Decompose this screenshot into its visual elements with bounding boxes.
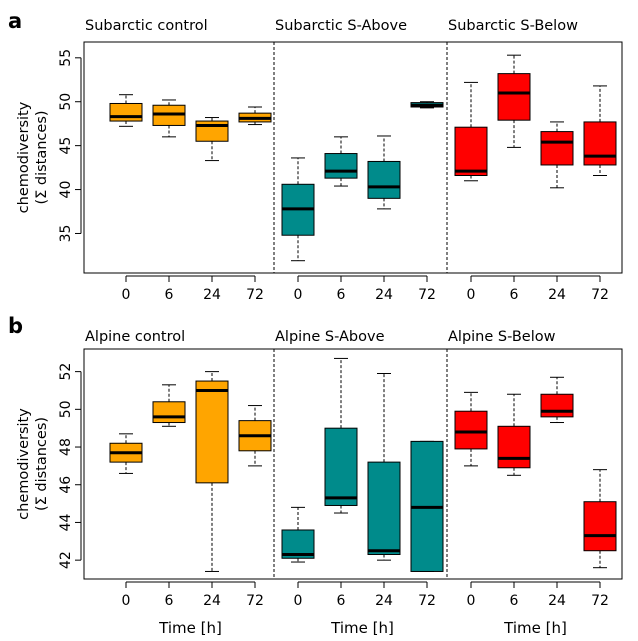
box-0-0 bbox=[109, 94, 143, 127]
x-tick-label-2-0: 0 bbox=[467, 593, 476, 609]
box-0-1 bbox=[152, 99, 186, 138]
y-axis-label: chemodiversity (Σ distances) bbox=[16, 408, 50, 520]
y-tick-label-50: 50 bbox=[58, 93, 74, 111]
y-tick-label-42: 42 bbox=[58, 551, 74, 569]
panel-label-b: b bbox=[8, 314, 23, 338]
x-tick-label-2-1: 6 bbox=[510, 593, 519, 609]
box-0-3 bbox=[238, 106, 272, 126]
x-axis-label-0: Time [h] bbox=[158, 619, 222, 637]
box-2-3 bbox=[583, 85, 617, 177]
box-iqr bbox=[152, 401, 186, 424]
box-2-1 bbox=[497, 54, 531, 148]
y-tick-label-40: 40 bbox=[58, 181, 74, 199]
x-tick-label-1-0: 0 bbox=[294, 287, 303, 303]
x-tick-label-0-0: 0 bbox=[122, 287, 131, 303]
x-tick-label-2-3: 72 bbox=[591, 287, 609, 303]
x-tick-label-1-0: 0 bbox=[294, 593, 303, 609]
plot-frame bbox=[83, 348, 623, 580]
x-tick-label-2-2: 24 bbox=[548, 287, 566, 303]
x-axis-label-2: Time [h] bbox=[503, 619, 567, 637]
y-axis-label: chemodiversity (Σ distances) bbox=[16, 101, 50, 213]
box-2-3 bbox=[583, 469, 617, 569]
y-tick-label-45: 45 bbox=[58, 137, 74, 155]
box-1-0 bbox=[281, 506, 315, 563]
box-0-3 bbox=[238, 405, 272, 467]
y-tick-label-46: 46 bbox=[58, 476, 74, 494]
box-iqr bbox=[324, 153, 358, 179]
box-iqr bbox=[497, 425, 531, 469]
box-iqr bbox=[367, 461, 401, 555]
x-axis-label-1: Time [h] bbox=[330, 619, 394, 637]
box-iqr bbox=[454, 126, 488, 177]
box-1-1 bbox=[324, 136, 358, 187]
x-tick-label-2-0: 0 bbox=[467, 287, 476, 303]
y-tick-label-35: 35 bbox=[58, 225, 74, 243]
x-tick-label-0-3: 72 bbox=[246, 593, 264, 609]
box-2-0 bbox=[454, 391, 488, 467]
x-tick-label-2-2: 24 bbox=[548, 593, 566, 609]
box-2-0 bbox=[454, 81, 488, 182]
panel-label-a: a bbox=[8, 9, 22, 33]
y-axis-label-line-1: (Σ distances) bbox=[34, 417, 50, 511]
x-tick-label-1-3: 72 bbox=[418, 287, 436, 303]
group-title-1: Alpine S-Above bbox=[275, 329, 385, 345]
box-iqr bbox=[324, 427, 358, 506]
box-0-0 bbox=[109, 433, 143, 474]
y-axis-label-line-0: chemodiversity bbox=[16, 408, 32, 520]
x-tick-label-1-3: 72 bbox=[418, 593, 436, 609]
group-title-0: Alpine control bbox=[85, 329, 185, 345]
box-iqr bbox=[583, 121, 617, 166]
x-tick-label-0-3: 72 bbox=[246, 287, 264, 303]
box-1-1 bbox=[324, 357, 358, 514]
x-tick-label-0-0: 0 bbox=[122, 593, 131, 609]
box-2-1 bbox=[497, 393, 531, 476]
x-tick-label-1-1: 6 bbox=[337, 287, 346, 303]
box-0-2 bbox=[195, 371, 229, 572]
box-1-3 bbox=[410, 101, 444, 109]
box-iqr bbox=[497, 73, 531, 121]
box-1-2 bbox=[367, 373, 401, 561]
box-iqr bbox=[454, 410, 488, 450]
y-axis-label-line-0: chemodiversity bbox=[16, 101, 32, 213]
box-1-3 bbox=[410, 440, 444, 572]
box-2-2 bbox=[540, 121, 574, 189]
group-title-1: Subarctic S-Above bbox=[275, 18, 407, 34]
box-1-2 bbox=[367, 135, 401, 210]
box-iqr bbox=[583, 501, 617, 552]
box-iqr bbox=[195, 380, 229, 484]
x-tick-label-0-1: 6 bbox=[165, 287, 174, 303]
y-tick-label-50: 50 bbox=[58, 400, 74, 418]
x-tick-label-1-2: 24 bbox=[375, 593, 393, 609]
group-title-2: Subarctic S-Below bbox=[448, 18, 578, 34]
x-tick-label-1-1: 6 bbox=[337, 593, 346, 609]
x-tick-label-0-2: 24 bbox=[203, 287, 221, 303]
x-tick-label-0-1: 6 bbox=[165, 593, 174, 609]
box-iqr bbox=[540, 131, 574, 166]
y-tick-label-52: 52 bbox=[58, 363, 74, 381]
y-tick-label-55: 55 bbox=[58, 49, 74, 67]
box-iqr bbox=[109, 102, 143, 122]
panel-a: 35 40 45 50 55 chemodiversity (Σ distances) Sub… bbox=[16, 18, 623, 303]
box-2-2 bbox=[540, 376, 574, 424]
box-iqr bbox=[367, 160, 401, 199]
box-iqr bbox=[540, 393, 574, 418]
box-1-0 bbox=[281, 157, 315, 262]
x-tick-label-0-2: 24 bbox=[203, 593, 221, 609]
box-0-2 bbox=[195, 117, 229, 162]
x-tick-label-2-3: 72 bbox=[591, 593, 609, 609]
y-axis-label-line-1: (Σ distances) bbox=[34, 110, 50, 204]
group-title-0: Subarctic control bbox=[85, 18, 208, 34]
y-tick-label-48: 48 bbox=[58, 438, 74, 456]
y-tick-label-44: 44 bbox=[58, 513, 74, 531]
x-tick-label-1-2: 24 bbox=[375, 287, 393, 303]
x-tick-label-2-1: 6 bbox=[510, 287, 519, 303]
plot-frame bbox=[83, 41, 623, 274]
group-title-2: Alpine S-Below bbox=[448, 329, 556, 345]
box-0-1 bbox=[152, 384, 186, 427]
panel-b: 42 44 46 48 50 52 chemodiversity (Σ distances) A… bbox=[16, 329, 623, 637]
